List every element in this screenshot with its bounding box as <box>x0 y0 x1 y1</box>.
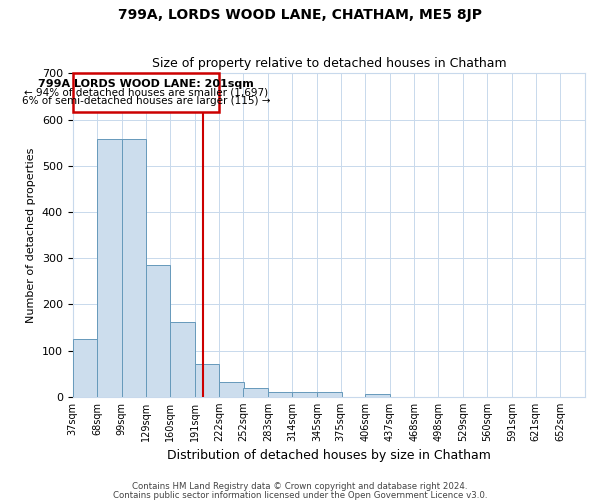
Bar <box>243 388 268 397</box>
Title: Size of property relative to detached houses in Chatham: Size of property relative to detached ho… <box>152 56 506 70</box>
Text: 6% of semi-detached houses are larger (115) →: 6% of semi-detached houses are larger (1… <box>22 96 270 106</box>
Bar <box>365 394 390 397</box>
Text: ← 94% of detached houses are smaller (1,697): ← 94% of detached houses are smaller (1,… <box>24 88 268 98</box>
Text: Contains public sector information licensed under the Open Government Licence v3: Contains public sector information licen… <box>113 490 487 500</box>
Bar <box>268 392 292 397</box>
Y-axis label: Number of detached properties: Number of detached properties <box>26 148 36 323</box>
Bar <box>97 139 122 397</box>
Text: 799A LORDS WOOD LANE: 201sqm: 799A LORDS WOOD LANE: 201sqm <box>38 78 254 88</box>
Bar <box>73 74 220 112</box>
Bar <box>73 339 97 397</box>
Bar <box>146 265 170 397</box>
Bar <box>317 392 341 397</box>
Bar <box>292 392 317 397</box>
Text: Contains HM Land Registry data © Crown copyright and database right 2024.: Contains HM Land Registry data © Crown c… <box>132 482 468 491</box>
Bar <box>122 139 146 397</box>
Text: 799A, LORDS WOOD LANE, CHATHAM, ME5 8JP: 799A, LORDS WOOD LANE, CHATHAM, ME5 8JP <box>118 8 482 22</box>
Bar <box>220 382 244 397</box>
Bar <box>170 322 195 397</box>
X-axis label: Distribution of detached houses by size in Chatham: Distribution of detached houses by size … <box>167 450 491 462</box>
Bar <box>195 364 220 397</box>
